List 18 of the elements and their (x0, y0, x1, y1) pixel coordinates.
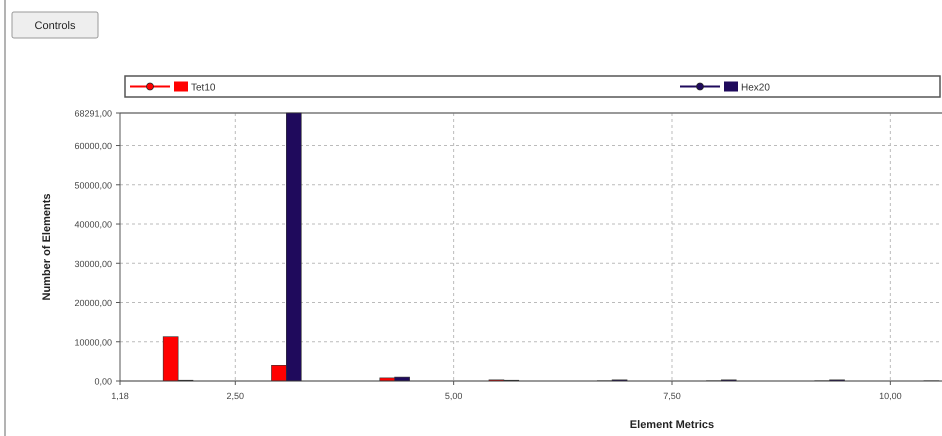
legend-label: Tet10 (191, 82, 216, 94)
x-tick-label: 10,00 (879, 391, 902, 401)
x-tick-label: 1,18 (111, 391, 129, 401)
y-tick-label: 50000,00 (74, 180, 112, 190)
x-tick-label: 2,50 (226, 391, 244, 401)
y-tick-label: 10000,00 (74, 337, 112, 348)
y-tick-label: 68291,00 (74, 108, 112, 118)
x-axis-title: Element Metrics (630, 419, 714, 431)
legend-label: Hex20 (741, 82, 770, 94)
x-tick-label: 5,00 (444, 391, 462, 401)
y-tick-label: 30000,00 (74, 258, 112, 269)
controls-button: Controls (12, 12, 98, 38)
y-tick-label: 0,00 (94, 376, 112, 386)
y-tick-label: 20000,00 (74, 298, 112, 308)
y-axis-title: Number of Elements (41, 194, 53, 300)
y-tick-label: 40000,00 (74, 220, 112, 230)
y-tick-label: 60000,00 (74, 141, 112, 152)
x-tick-label: 7,50 (663, 391, 681, 401)
